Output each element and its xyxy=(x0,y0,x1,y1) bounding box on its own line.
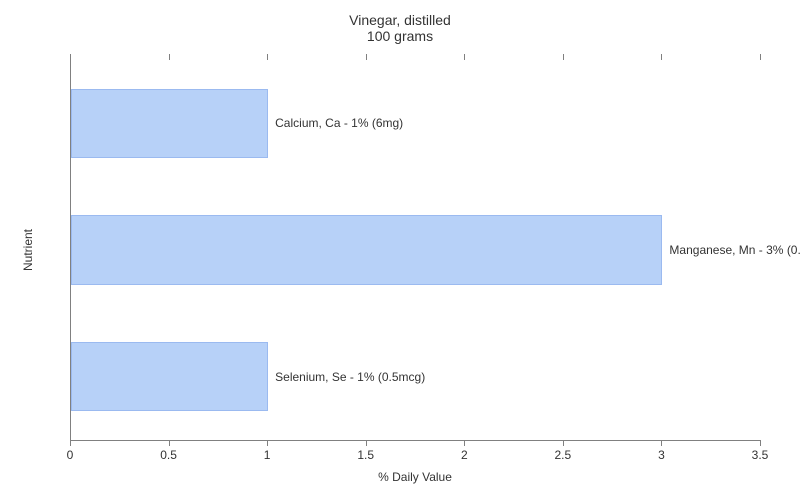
bar-label: Calcium, Ca - 1% (6mg) xyxy=(275,116,403,130)
x-tick-label: 1 xyxy=(264,448,271,462)
x-tick-label: 3 xyxy=(658,448,665,462)
bar xyxy=(71,215,662,285)
x-tick-mark xyxy=(760,440,761,446)
x-tick-mark-top xyxy=(661,54,662,60)
y-axis-label-text: Nutrient xyxy=(21,229,35,271)
x-tick-label: 0.5 xyxy=(160,448,177,462)
bar-label: Manganese, Mn - 3% (0.055mg) xyxy=(669,243,800,257)
x-tick-label: 3.5 xyxy=(752,448,769,462)
x-tick-mark-top xyxy=(464,54,465,60)
x-tick-label: 0 xyxy=(67,448,74,462)
x-tick-mark xyxy=(661,440,662,446)
x-tick-mark xyxy=(563,440,564,446)
x-axis-line xyxy=(70,440,760,441)
bar xyxy=(71,89,268,159)
bar-label: Selenium, Se - 1% (0.5mcg) xyxy=(275,370,425,384)
chart-title: Vinegar, distilled 100 grams xyxy=(0,12,800,44)
x-tick-mark xyxy=(267,440,268,446)
bar xyxy=(71,342,268,412)
x-tick-mark xyxy=(366,440,367,446)
x-tick-mark-top xyxy=(169,54,170,60)
x-tick-mark xyxy=(464,440,465,446)
y-axis-label: Nutrient xyxy=(20,60,36,440)
x-tick-label: 2 xyxy=(461,448,468,462)
x-tick-mark-top xyxy=(563,54,564,60)
x-tick-mark xyxy=(70,440,71,446)
x-tick-label: 1.5 xyxy=(357,448,374,462)
x-tick-mark-top xyxy=(366,54,367,60)
chart-title-line2: 100 grams xyxy=(0,28,800,44)
x-axis-label: % Daily Value xyxy=(70,470,760,484)
chart-container: Vinegar, distilled 100 grams Nutrient % … xyxy=(0,0,800,500)
x-tick-mark xyxy=(169,440,170,446)
chart-title-line1: Vinegar, distilled xyxy=(0,12,800,28)
x-tick-mark-top xyxy=(267,54,268,60)
x-tick-mark-top xyxy=(70,54,71,60)
x-tick-mark-top xyxy=(760,54,761,60)
x-tick-label: 2.5 xyxy=(555,448,572,462)
